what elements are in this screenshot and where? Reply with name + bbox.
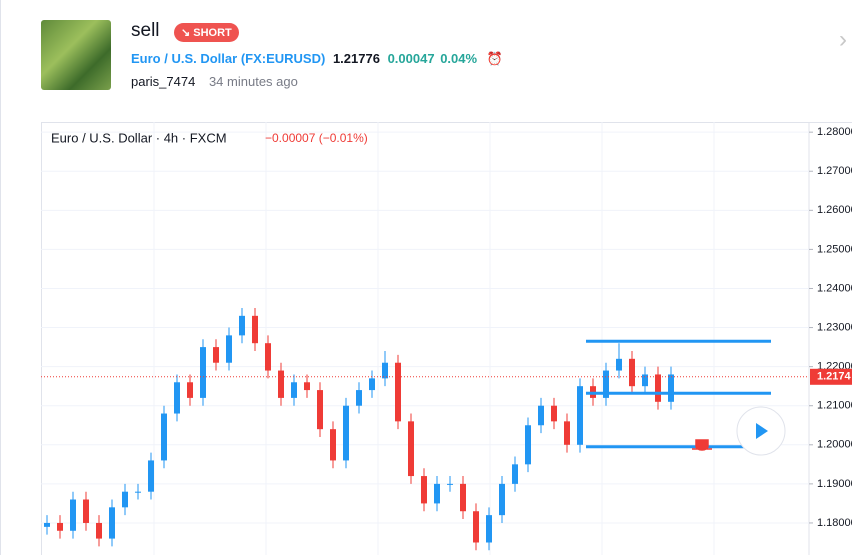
y-tick-label: 1.28000 xyxy=(817,126,852,138)
candle-body xyxy=(239,315,245,336)
candle-body xyxy=(122,491,128,508)
candle-body xyxy=(486,515,492,543)
candle-body xyxy=(135,491,141,493)
candle-body xyxy=(83,499,89,523)
candle-body xyxy=(330,429,336,461)
candle-body xyxy=(213,347,219,363)
candle-body xyxy=(96,522,102,539)
candle-body xyxy=(343,405,349,461)
candle-body xyxy=(629,358,635,387)
candle-body xyxy=(655,374,661,402)
candle-body xyxy=(668,374,674,402)
symbol-code[interactable]: (FX:EURUSD) xyxy=(240,51,326,66)
y-tick-label: 1.20000 xyxy=(817,439,852,451)
badge-text: SHORT xyxy=(193,27,232,39)
candle-body xyxy=(525,425,531,465)
symbol-row: Euro / U.S. Dollar (FX:EURUSD) 1.21776 0… xyxy=(131,51,503,67)
change: 0.00047 xyxy=(387,51,435,66)
candle-body xyxy=(642,374,648,387)
candle-body xyxy=(252,315,258,344)
chart-legend: Euro / U.S. Dollar · 4h · FXCM xyxy=(51,130,227,145)
candle-body xyxy=(577,386,583,445)
y-tick-label: 1.18000 xyxy=(817,517,852,529)
time: 34 minutes ago xyxy=(208,74,298,89)
author[interactable]: paris_7474 xyxy=(131,74,196,89)
candle-body xyxy=(603,370,609,398)
alarm-icon[interactable]: ⏰ xyxy=(486,51,503,66)
candle-body xyxy=(265,343,271,371)
candle-body xyxy=(499,483,505,516)
last-price-box xyxy=(810,368,852,385)
play-icon xyxy=(756,423,768,439)
y-tick-label: 1.26000 xyxy=(817,204,852,216)
candle-body xyxy=(278,370,284,398)
candle-body xyxy=(421,476,427,504)
y-tick-label: 1.24000 xyxy=(817,282,852,294)
candle-body xyxy=(369,378,375,391)
candle-body xyxy=(473,511,479,543)
y-tick-label: 1.19000 xyxy=(817,478,852,490)
candle-body xyxy=(447,483,453,485)
coffee-icon[interactable] xyxy=(692,439,712,451)
v-grid xyxy=(153,122,715,555)
candle-body xyxy=(564,421,570,445)
candle-body xyxy=(434,483,440,504)
price: 1.21776 xyxy=(332,51,380,66)
chart-frame xyxy=(41,122,852,555)
candle-body xyxy=(356,390,362,406)
y-tick-label: 1.27000 xyxy=(817,165,852,177)
candle-body xyxy=(200,347,206,398)
short-badge: ↘ SHORT xyxy=(174,23,239,42)
candle-body xyxy=(304,382,310,391)
candle-body xyxy=(317,390,323,430)
candle-body xyxy=(174,382,180,414)
avatar[interactable] xyxy=(41,20,111,90)
candle-body xyxy=(70,499,76,531)
symbol-name[interactable]: Euro / U.S. Dollar xyxy=(131,51,238,66)
y-tick-label: 1.23000 xyxy=(817,321,852,333)
candle-body xyxy=(395,362,401,422)
y-tick-label: 1.21000 xyxy=(817,400,852,412)
candle-body xyxy=(382,362,388,379)
last-price-label: 1.2174 xyxy=(817,371,852,383)
chart-change: −0.00007 (−0.01%) xyxy=(265,131,368,145)
candle-body xyxy=(57,522,63,531)
next-arrow[interactable]: › xyxy=(839,26,847,53)
candle-body xyxy=(148,460,154,492)
candle-body xyxy=(187,382,193,398)
candle-body xyxy=(460,483,466,512)
candle-body xyxy=(538,405,544,426)
candle-body xyxy=(44,522,50,527)
candle-body xyxy=(616,358,622,371)
candle-body xyxy=(512,464,518,484)
meta-row: paris_7474 34 minutes ago xyxy=(131,74,298,89)
candle-body xyxy=(291,382,297,398)
candle-body xyxy=(408,421,414,477)
change-pct: 0.04% xyxy=(440,51,478,66)
y-tick-label: 1.25000 xyxy=(817,243,852,255)
candle-body xyxy=(109,507,115,539)
chart: Euro / U.S. Dollar · 4h · FXCM −0.00007 … xyxy=(41,122,852,555)
candle-body xyxy=(551,405,557,422)
candle-body xyxy=(161,413,167,461)
idea-title[interactable]: sell xyxy=(131,20,160,41)
candle-body xyxy=(226,335,232,363)
